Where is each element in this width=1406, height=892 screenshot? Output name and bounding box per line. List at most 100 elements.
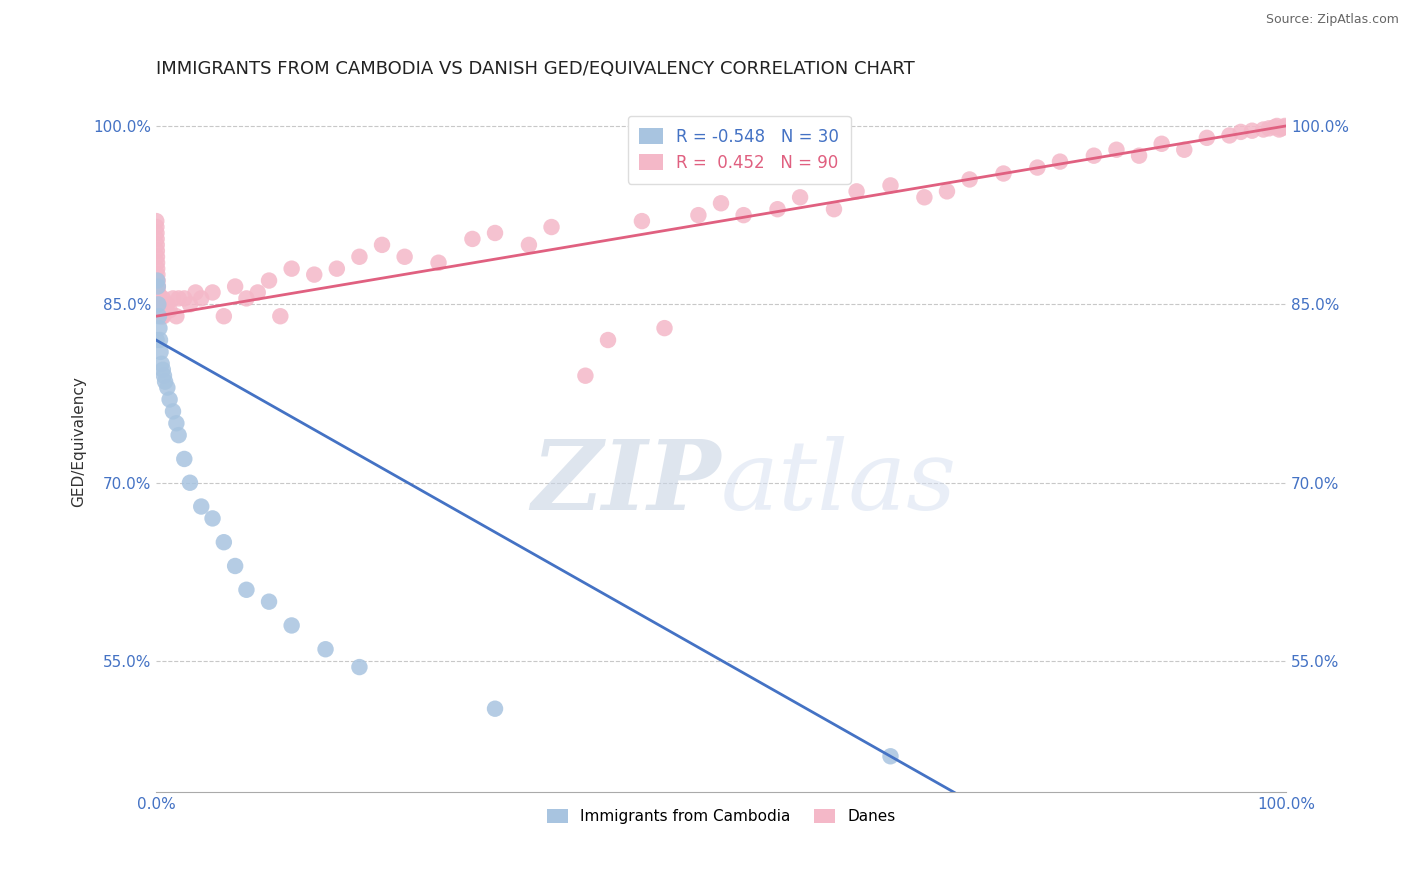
Point: [212, 310, 235, 324]
Point: [845, 185, 868, 199]
Point: [269, 310, 291, 324]
Point: [280, 618, 302, 632]
Point: [1270, 121, 1292, 136]
Point: [149, 333, 172, 347]
Point: [257, 595, 280, 609]
Text: IMMIGRANTS FROM CAMBODIA VS DANISH GED/EQUIVALENCY CORRELATION CHART: IMMIGRANTS FROM CAMBODIA VS DANISH GED/E…: [156, 60, 915, 78]
Point: [596, 333, 619, 347]
Point: [371, 238, 394, 252]
Point: [912, 190, 935, 204]
Point: [1258, 121, 1281, 136]
Point: [1274, 119, 1296, 133]
Point: [484, 702, 506, 716]
Point: [162, 292, 184, 306]
Point: [1272, 120, 1295, 135]
Point: [1218, 128, 1240, 143]
Point: [394, 250, 416, 264]
Point: [1265, 119, 1288, 133]
Point: [349, 660, 371, 674]
Point: [1026, 161, 1049, 175]
Point: [145, 220, 167, 235]
Point: [165, 417, 187, 431]
Point: [224, 559, 246, 574]
Point: [146, 268, 169, 282]
Point: [224, 279, 246, 293]
Point: [201, 511, 224, 525]
Point: [517, 238, 540, 252]
Point: [1083, 149, 1105, 163]
Point: [1150, 136, 1173, 151]
Point: [302, 268, 325, 282]
Point: [146, 256, 169, 270]
Text: atlas: atlas: [721, 436, 957, 530]
Point: [148, 288, 170, 302]
Point: [540, 220, 562, 235]
Point: [149, 345, 172, 359]
Point: [146, 285, 169, 300]
Point: [733, 208, 755, 222]
Point: [1241, 124, 1264, 138]
Point: [153, 297, 176, 311]
Point: [1049, 154, 1071, 169]
Point: [710, 196, 733, 211]
Point: [148, 321, 170, 335]
Point: [1268, 122, 1291, 136]
Point: [173, 292, 195, 306]
Point: [201, 285, 224, 300]
Point: [146, 274, 169, 288]
Point: [167, 428, 190, 442]
Point: [879, 749, 901, 764]
Point: [162, 404, 184, 418]
Point: [315, 642, 337, 657]
Point: [145, 333, 167, 347]
Point: [427, 256, 450, 270]
Point: [149, 303, 172, 318]
Point: [159, 303, 181, 318]
Point: [165, 310, 187, 324]
Point: [574, 368, 596, 383]
Point: [631, 214, 654, 228]
Point: [1173, 143, 1195, 157]
Point: [484, 226, 506, 240]
Point: [152, 363, 174, 377]
Point: [148, 310, 170, 324]
Point: [179, 297, 201, 311]
Point: [257, 274, 280, 288]
Point: [190, 292, 212, 306]
Point: [766, 202, 789, 217]
Point: [150, 357, 173, 371]
Point: [156, 297, 179, 311]
Point: [148, 297, 170, 311]
Text: Source: ZipAtlas.com: Source: ZipAtlas.com: [1265, 13, 1399, 27]
Y-axis label: GED/Equivalency: GED/Equivalency: [72, 376, 86, 507]
Point: [152, 292, 174, 306]
Point: [145, 238, 167, 252]
Point: [146, 279, 169, 293]
Point: [146, 250, 169, 264]
Point: [184, 285, 207, 300]
Point: [1253, 122, 1275, 136]
Point: [146, 279, 169, 293]
Point: [461, 232, 484, 246]
Point: [179, 475, 201, 490]
Point: [148, 295, 170, 310]
Point: [326, 261, 349, 276]
Point: [993, 167, 1015, 181]
Point: [654, 321, 676, 335]
Point: [1105, 143, 1128, 157]
Point: [153, 375, 176, 389]
Point: [150, 303, 173, 318]
Point: [959, 172, 981, 186]
Point: [146, 244, 169, 258]
Point: [152, 310, 174, 324]
Point: [146, 261, 169, 276]
Point: [212, 535, 235, 549]
Point: [235, 292, 257, 306]
Point: [150, 310, 173, 324]
Point: [936, 185, 959, 199]
Point: [173, 452, 195, 467]
Point: [149, 297, 172, 311]
Text: ZIP: ZIP: [531, 436, 721, 530]
Point: [789, 190, 811, 204]
Point: [246, 285, 269, 300]
